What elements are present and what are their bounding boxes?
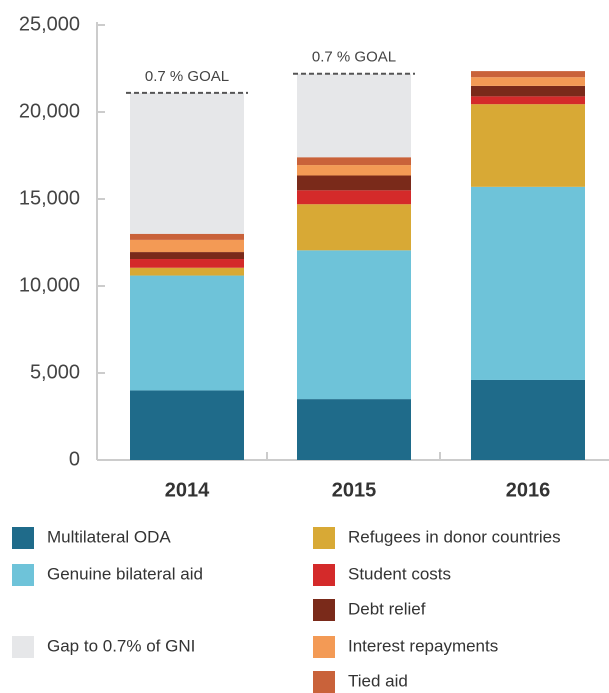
legend-label: Genuine bilateral aid: [47, 564, 203, 583]
bar-segment: [130, 239, 244, 253]
bar-segment: [130, 275, 244, 391]
y-tick-label: 5,000: [30, 361, 80, 383]
bar-segment: [297, 73, 411, 158]
legend-swatch: [12, 636, 34, 658]
y-tick-label: 15,000: [19, 187, 80, 209]
y-tick-label: 10,000: [19, 274, 80, 296]
bar-segment: [471, 186, 585, 380]
y-tick-label: 0: [69, 448, 80, 470]
legend-label: Debt relief: [348, 599, 426, 618]
bar-segment: [471, 379, 585, 460]
bar-segment: [297, 250, 411, 400]
legend-label: Refugees in donor countries: [348, 527, 561, 546]
legend-swatch: [313, 599, 335, 621]
legend-label: Interest repayments: [348, 636, 498, 655]
y-tick-label: 25,000: [19, 13, 80, 35]
x-tick-label: 2014: [165, 479, 210, 501]
x-tick-label: 2016: [506, 479, 551, 501]
legend-swatch: [313, 527, 335, 549]
bar-segment: [130, 267, 244, 276]
bar-segment: [471, 104, 585, 187]
legend-swatch: [12, 564, 34, 586]
y-tick-label: 20,000: [19, 100, 80, 122]
goal-label: 0.7 % GOAL: [312, 49, 396, 66]
legend-swatch: [313, 636, 335, 658]
bar-segment: [130, 252, 244, 260]
legend-swatch: [313, 564, 335, 586]
bar-segment: [297, 190, 411, 205]
bar-segment: [471, 71, 585, 78]
bar-segment: [297, 399, 411, 460]
legend-label: Tied aid: [348, 671, 408, 690]
bar-segment: [297, 157, 411, 166]
bar-segment: [130, 92, 244, 234]
bar-segment: [471, 77, 585, 86]
legend-label: Multilateral ODA: [47, 527, 171, 546]
bar-segment: [130, 390, 244, 460]
goal-label: 0.7 % GOAL: [145, 68, 229, 85]
bar-segment: [471, 85, 585, 97]
legend-label: Student costs: [348, 564, 451, 583]
x-tick-label: 2015: [332, 479, 377, 501]
bar-segment: [297, 204, 411, 251]
legend-label: Gap to 0.7% of GNI: [47, 636, 195, 655]
bar-segment: [297, 165, 411, 176]
bar-segment: [471, 96, 585, 105]
legend-swatch: [12, 527, 34, 549]
legend-swatch: [313, 671, 335, 693]
bar-segment: [297, 175, 411, 191]
bar-segment: [130, 259, 244, 268]
bar-segment: [130, 233, 244, 240]
